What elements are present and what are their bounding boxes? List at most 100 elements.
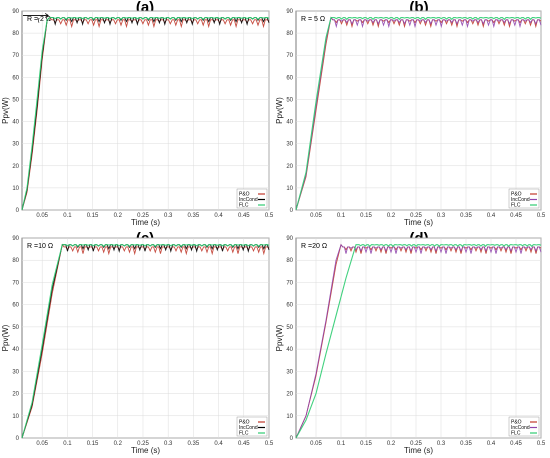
series-line-3 [21, 17, 270, 211]
x-tick-label: 0.1 [63, 213, 72, 219]
x-tick-label: 0.15 [360, 213, 372, 219]
x-tick-label: 0.35 [460, 213, 472, 219]
panel-3: (c)01020304050607080900.050.10.150.20.25… [1, 230, 274, 455]
plot-area [295, 10, 542, 211]
series-line-2 [295, 16, 542, 211]
x-tick-label: 0.05 [310, 441, 322, 447]
legend-label: IncCond [511, 197, 530, 203]
x-tick-label: 0.4 [214, 441, 223, 447]
plot-area [21, 237, 270, 439]
y-tick-label: 90 [286, 236, 293, 242]
condition-label: R = 2 Ω [27, 16, 51, 23]
y-tick-label: 20 [286, 392, 293, 398]
x-tick-label: 0.3 [164, 213, 173, 219]
y-tick-label: 80 [286, 31, 293, 37]
x-tick-label: 0.2 [387, 213, 396, 219]
x-tick-label: 0.3 [164, 441, 173, 447]
y-tick-label: 90 [12, 9, 19, 15]
y-tick-label: 40 [12, 120, 19, 126]
x-tick-label: 0.05 [36, 441, 48, 447]
y-tick-label: 60 [286, 75, 293, 81]
x-axis-label: Time (s) [404, 446, 433, 455]
y-tick-label: 0 [16, 208, 20, 214]
y-axis-label: Ppv(W) [275, 324, 284, 351]
series-line-1 [21, 243, 270, 439]
legend-label: FLC [239, 203, 249, 209]
x-tick-label: 0.35 [188, 441, 200, 447]
x-tick-label: 0.25 [410, 213, 422, 219]
x-tick-label: 0.15 [87, 213, 99, 219]
legend-label: P&O [511, 420, 522, 426]
y-tick-label: 60 [12, 75, 19, 81]
y-tick-label: 60 [12, 303, 19, 309]
y-tick-label: 20 [12, 392, 19, 398]
x-tick-label: 0.3 [437, 213, 446, 219]
y-tick-label: 20 [286, 164, 293, 170]
y-tick-label: 70 [12, 53, 19, 59]
y-axis-label: Ppv(W) [1, 324, 10, 351]
y-tick-label: 50 [286, 97, 293, 103]
x-tick-label: 0.5 [265, 213, 274, 219]
x-axis-label: Time (s) [404, 218, 433, 227]
y-tick-label: 90 [12, 236, 19, 242]
y-tick-label: 20 [12, 164, 19, 170]
x-tick-label: 0.25 [410, 441, 422, 447]
y-tick-label: 50 [12, 97, 19, 103]
x-tick-label: 0.1 [337, 213, 346, 219]
x-tick-label: 0.1 [63, 441, 72, 447]
y-tick-label: 80 [12, 31, 19, 37]
x-tick-label: 0.5 [537, 213, 546, 219]
y-tick-label: 50 [286, 325, 293, 331]
x-axis-label: Time (s) [131, 446, 160, 455]
series-line-1 [21, 16, 270, 211]
y-tick-label: 50 [12, 325, 19, 331]
y-tick-label: 30 [12, 369, 19, 375]
y-tick-label: 10 [286, 414, 293, 420]
y-tick-label: 30 [286, 142, 293, 148]
legend-label: IncCond [239, 425, 258, 431]
panel-4: (d)01020304050607080900.050.10.150.20.25… [275, 230, 546, 455]
x-tick-label: 0.15 [87, 441, 99, 447]
x-tick-label: 0.45 [510, 213, 522, 219]
y-axis-label: Ppv(W) [275, 97, 284, 124]
x-tick-label: 0.45 [238, 213, 250, 219]
x-tick-label: 0.35 [188, 213, 200, 219]
y-tick-label: 40 [286, 347, 293, 353]
x-tick-label: 0.4 [487, 213, 496, 219]
x-tick-label: 0.5 [265, 441, 274, 447]
legend-label: FLC [511, 203, 521, 209]
condition-label: R = 5 Ω [301, 16, 325, 23]
x-axis-label: Time (s) [131, 218, 160, 227]
legend-label: FLC [239, 431, 249, 437]
legend-label: P&O [239, 192, 250, 198]
y-tick-label: 80 [12, 258, 19, 264]
tau-arrowhead [44, 13, 49, 18]
legend-label: P&O [511, 192, 522, 198]
series-line-3 [295, 244, 542, 439]
x-tick-label: 0.1 [337, 441, 346, 447]
x-tick-label: 0.5 [537, 441, 546, 447]
x-tick-label: 0.25 [137, 213, 149, 219]
y-tick-label: 40 [12, 347, 19, 353]
y-tick-label: 90 [286, 9, 293, 15]
y-axis-label: Ppv(W) [1, 97, 10, 124]
x-tick-label: 0.25 [137, 441, 149, 447]
y-tick-label: 0 [16, 436, 20, 442]
y-tick-label: 10 [12, 414, 19, 420]
x-tick-label: 0.2 [387, 441, 396, 447]
legend-label: IncCond [239, 197, 258, 203]
x-tick-label: 0.4 [487, 441, 496, 447]
y-tick-label: 80 [286, 258, 293, 264]
y-tick-label: 0 [290, 436, 294, 442]
y-tick-label: 70 [286, 53, 293, 59]
series-line-3 [21, 244, 270, 439]
series-line-2 [295, 243, 542, 439]
y-tick-label: 60 [286, 303, 293, 309]
x-tick-label: 0.2 [114, 213, 123, 219]
condition-label: R =10 Ω [27, 243, 53, 250]
x-tick-label: 0.35 [460, 441, 472, 447]
x-tick-label: 0.15 [360, 441, 372, 447]
y-tick-label: 70 [12, 280, 19, 286]
